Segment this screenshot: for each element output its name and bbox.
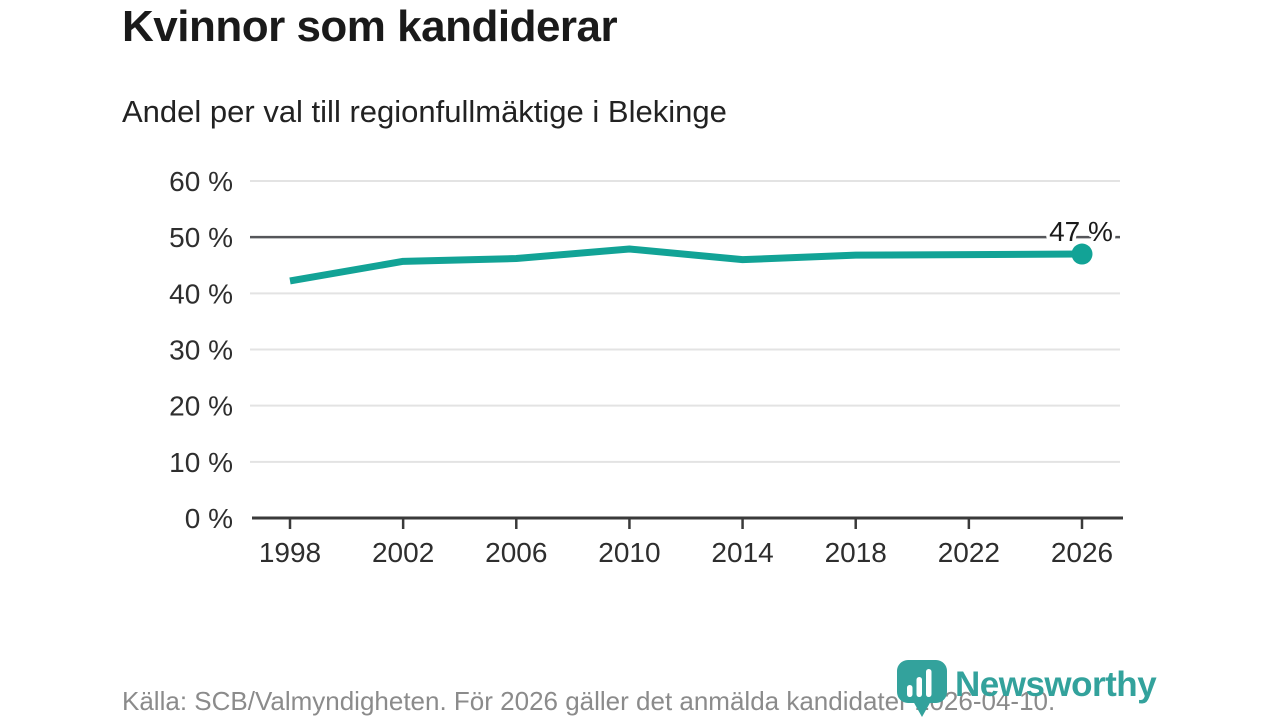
y-tick-label: 10 % — [169, 447, 233, 478]
bar-chart-map-pin-icon — [897, 660, 947, 717]
page-subtitle: Andel per val till regionfullmäktige i B… — [122, 94, 727, 129]
x-tick-label: 2026 — [1051, 537, 1113, 568]
end-point-dot — [1071, 243, 1093, 265]
newsworthy-logo: Newsworthy — [897, 660, 1157, 720]
x-tick-label: 2010 — [598, 537, 660, 568]
x-tick-label: 2002 — [372, 537, 434, 568]
y-tick-label: 0 % — [185, 503, 233, 534]
x-tick-label: 2018 — [825, 537, 887, 568]
x-tick-label: 1998 — [259, 537, 321, 568]
x-tick-label: 2014 — [711, 537, 773, 568]
x-tick-label: 2022 — [938, 537, 1000, 568]
end-point-value-label: 47 % — [1049, 216, 1113, 247]
y-tick-label: 20 % — [169, 391, 233, 422]
newsworthy-wordmark: Newsworthy — [955, 665, 1157, 704]
y-tick-label: 40 % — [169, 278, 233, 309]
x-tick-label: 2006 — [485, 537, 547, 568]
y-tick-label: 30 % — [169, 335, 233, 366]
y-tick-label: 50 % — [169, 222, 233, 253]
data-line — [289, 245, 1083, 285]
page-title: Kvinnor som kandiderar — [122, 2, 618, 51]
y-tick-label: 60 % — [169, 166, 233, 197]
